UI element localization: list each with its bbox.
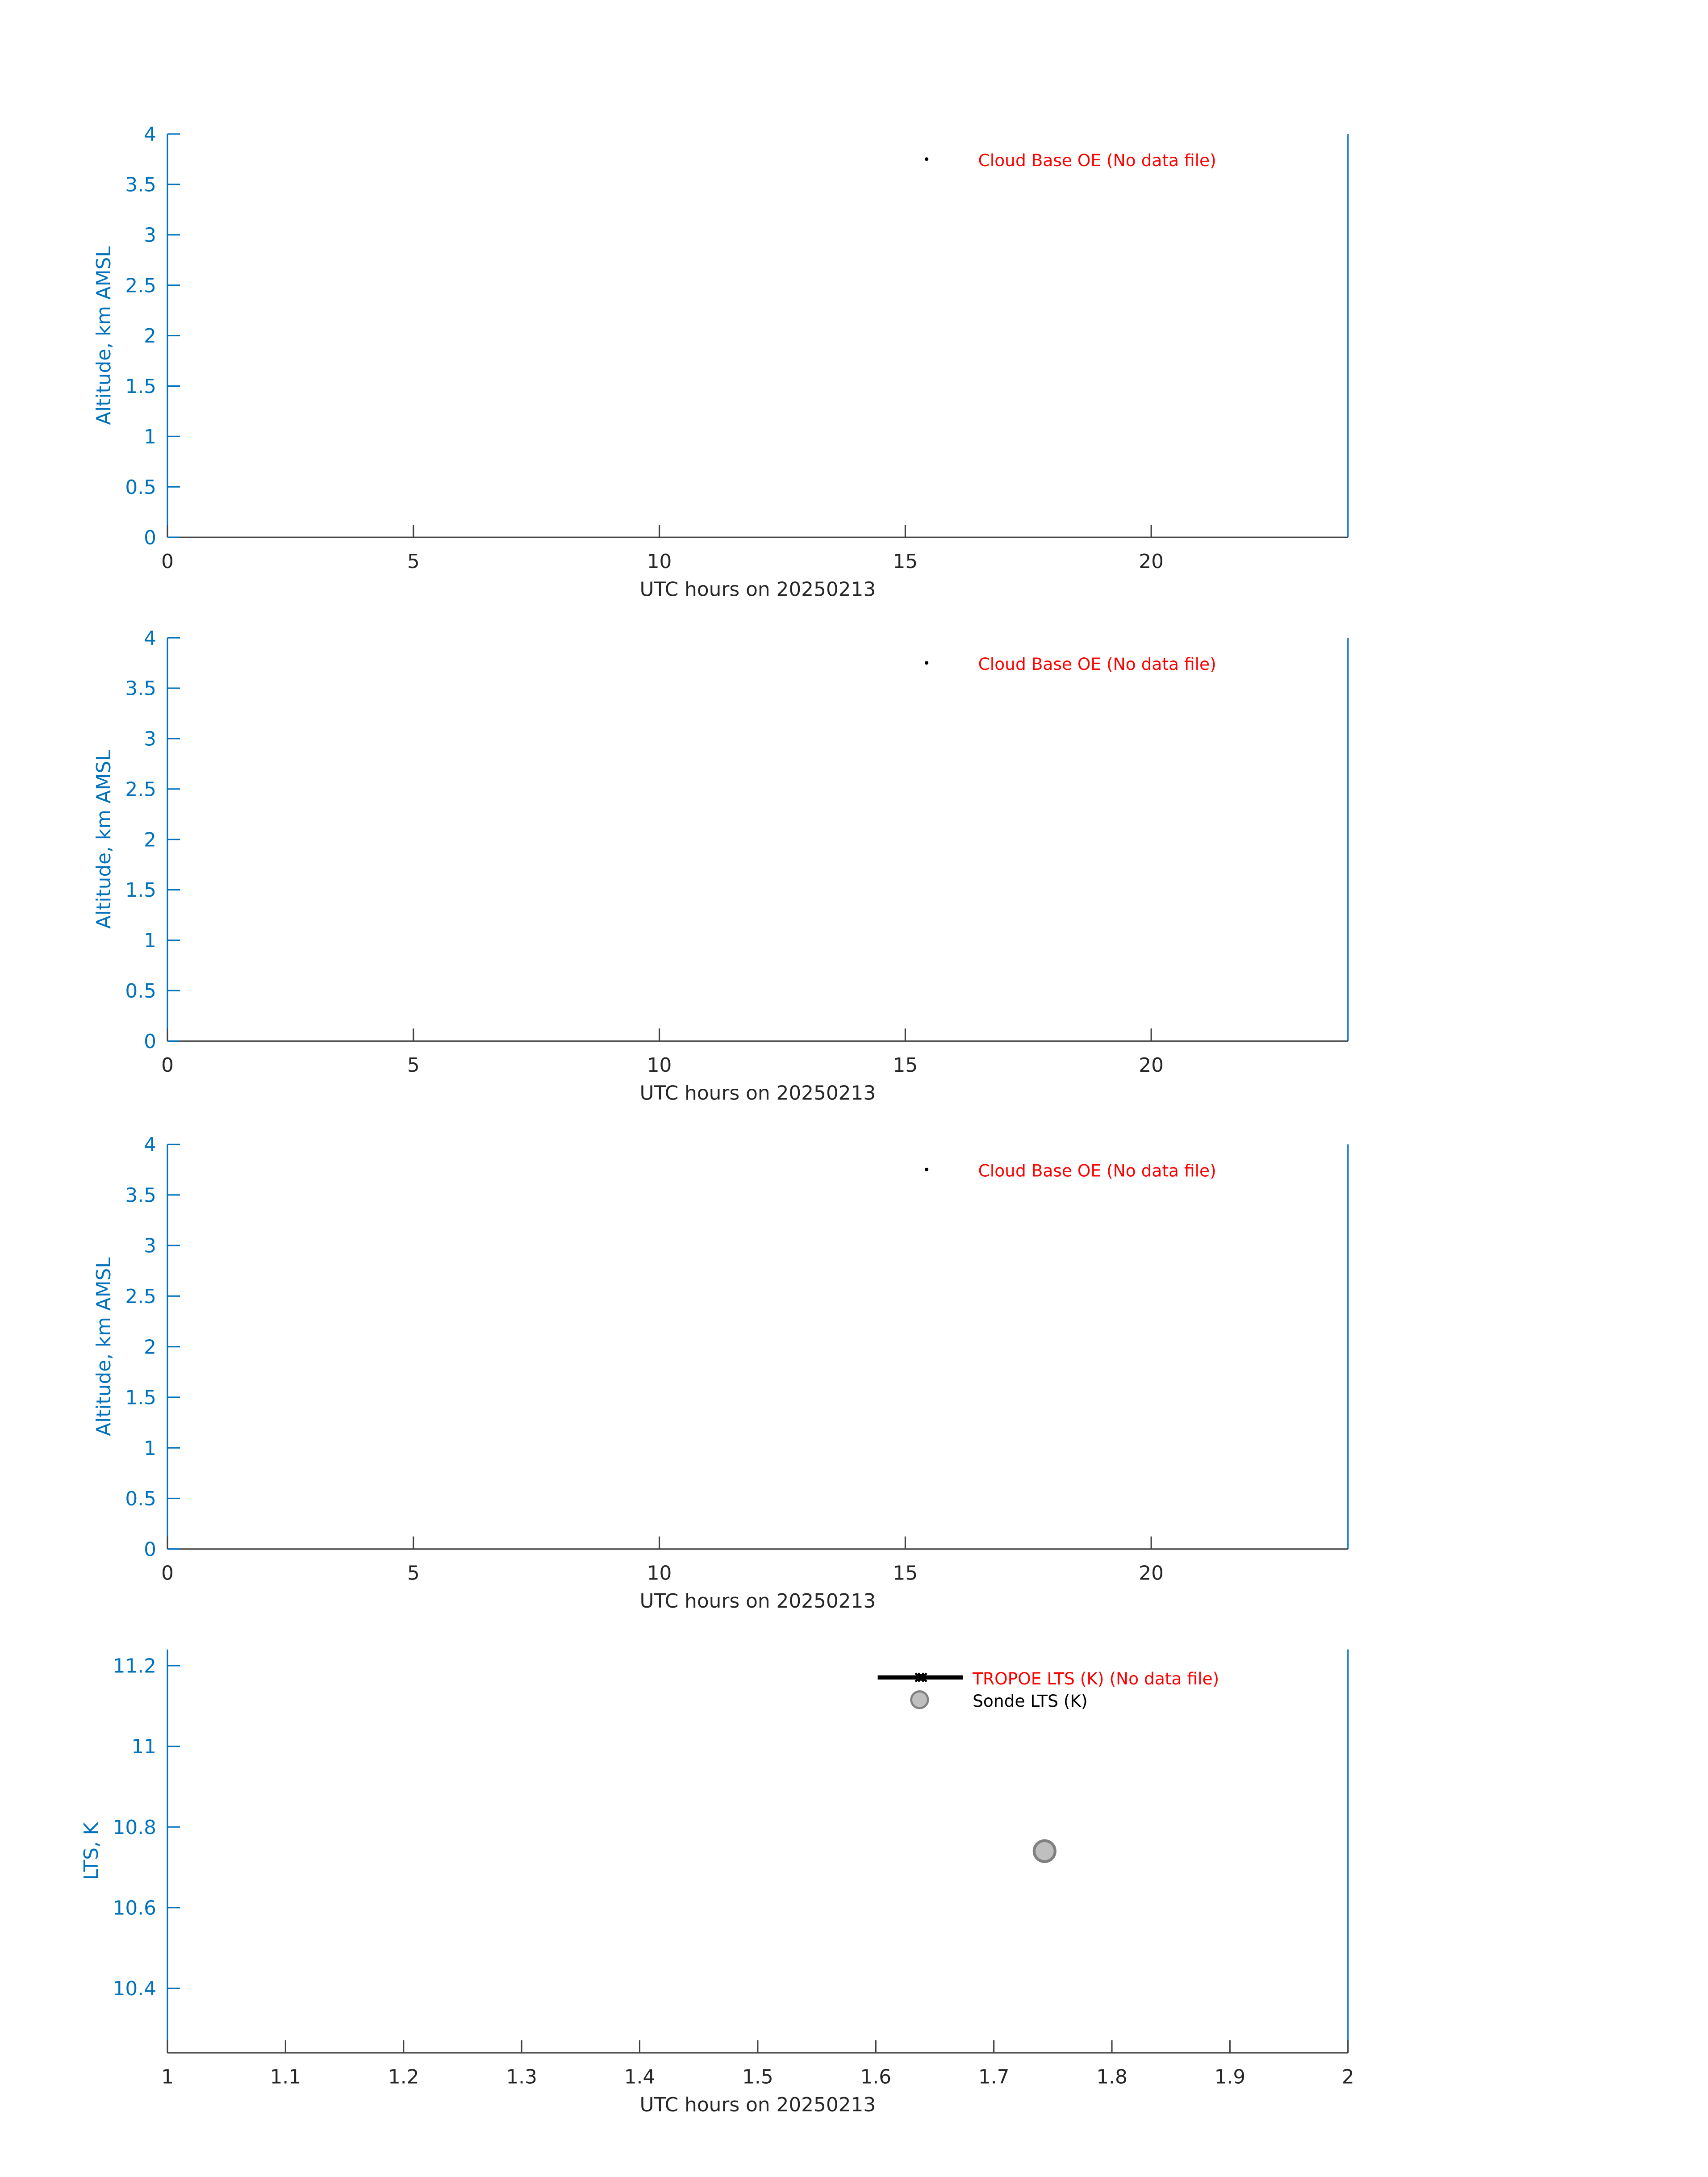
x-tick-label: 1.4 [624, 2066, 656, 2089]
chart-panel-1: 0 0.5 1 1.5 2 2.5 3 3.5 4 0 5 10 15 20 UTC hours on 20… [92, 123, 1349, 601]
chart-panel-4: 10.4 10.6 10.8 11 11.2 1 1.1 1.2 1.3 1.4 1.5 1.6 1.7… [80, 1649, 1354, 2116]
x-tick-label: 1.9 [1215, 2066, 1246, 2089]
y-tick-label: 0 [144, 526, 156, 549]
x-axis-label: UTC hours on 20250213 [640, 2093, 876, 2116]
y-tick-label: 2 [144, 828, 156, 851]
y-tick-label: 3.5 [125, 174, 156, 196]
x-tick-label: 20 [1139, 1562, 1164, 1584]
x-tick-label: 1.5 [742, 2066, 773, 2089]
y-tick-label: 10.6 [113, 1897, 156, 1919]
y-tick-label: 3 [144, 224, 156, 247]
x-tick-label: 5 [407, 1054, 420, 1077]
y-axis-label: LTS, K [80, 1822, 103, 1880]
chart-panel-3: 0 0.5 1 1.5 2 2.5 3 3.5 4 0 5 10 15 20 UTC hours on 20… [92, 1133, 1349, 1613]
y-tick-label: 1 [144, 426, 156, 448]
y-axis-label: Altitude, km AMSL [92, 1257, 115, 1436]
x-tick-label: 15 [893, 1562, 918, 1584]
legend-marker-dot [924, 1167, 929, 1171]
x-axis-label: UTC hours on 20250213 [640, 578, 876, 601]
y-tick-label: 11 [131, 1735, 156, 1758]
chart-panel-2: 0 0.5 1 1.5 2 2.5 3 3.5 4 0 5 10 15 20 UTC hours on 20… [92, 627, 1349, 1105]
x-tick-label: 1.3 [506, 2066, 537, 2089]
y-tick-label: 1.5 [125, 879, 156, 902]
y-tick-label: 1.5 [125, 375, 156, 398]
legend-label: Cloud Base OE (No data file) [978, 1161, 1216, 1180]
y-tick-label: 1 [144, 1437, 156, 1460]
sonde-lts-point [1032, 1839, 1057, 1863]
x-tick-label: 20 [1139, 550, 1164, 573]
legend-marker-circle [910, 1690, 929, 1709]
y-tick-label: 0.5 [125, 476, 156, 499]
legend-marker-dot [924, 661, 929, 665]
y-tick-label: 0.5 [125, 980, 156, 1003]
y-tick-label: 2.5 [125, 778, 156, 801]
x-tick-label: 1.7 [978, 2066, 1010, 2089]
x-tick-label: 2 [1342, 2066, 1354, 2089]
x-tick-label: 0 [161, 550, 174, 573]
x-tick-label: 1.1 [270, 2066, 301, 2089]
y-tick-label: 3 [144, 728, 156, 751]
legend-label: Cloud Base OE (No data file) [978, 654, 1216, 674]
y-tick-label: 2 [144, 1336, 156, 1358]
y-tick-label: 0.5 [125, 1488, 156, 1510]
y-tick-label: 2.5 [125, 274, 156, 297]
x-tick-label: 1 [161, 2066, 174, 2089]
x-tick-label: 0 [161, 1562, 174, 1584]
y-tick-label: 3 [144, 1235, 156, 1258]
x-tick-label: 15 [893, 1054, 918, 1077]
x-tick-label: 15 [893, 550, 918, 573]
legend-marker-x [915, 1672, 927, 1683]
x-tick-label: 5 [407, 1562, 420, 1584]
x-tick-label: 0 [161, 1054, 174, 1077]
y-tick-label: 4 [144, 123, 156, 146]
y-tick-label: 10.8 [113, 1816, 156, 1839]
x-tick-label: 1.8 [1096, 2066, 1128, 2089]
y-tick-label: 2 [144, 325, 156, 347]
x-axis-label: UTC hours on 20250213 [640, 1590, 876, 1613]
y-tick-label: 3.5 [125, 677, 156, 700]
y-tick-label: 4 [144, 627, 156, 650]
y-tick-label: 1 [144, 929, 156, 952]
y-tick-label: 11.2 [113, 1655, 156, 1678]
x-tick-label: 20 [1139, 1054, 1164, 1077]
legend-label: TROPOE LTS (K) (No data file) [972, 1669, 1219, 1688]
y-tick-label: 0 [144, 1538, 156, 1561]
x-axis-label: UTC hours on 20250213 [640, 1082, 876, 1105]
x-tick-label: 10 [647, 550, 672, 573]
y-tick-label: 4 [144, 1133, 156, 1156]
y-tick-label: 3.5 [125, 1184, 156, 1207]
x-tick-label: 10 [647, 1562, 672, 1584]
legend-label: Cloud Base OE (No data file) [978, 150, 1216, 170]
x-tick-label: 1.6 [860, 2066, 891, 2089]
y-tick-label: 0 [144, 1030, 156, 1053]
y-tick-label: 1.5 [125, 1387, 156, 1409]
x-tick-label: 5 [407, 550, 420, 573]
y-tick-label: 2.5 [125, 1285, 156, 1308]
y-tick-label: 10.4 [113, 1977, 156, 2000]
y-axis-label: Altitude, km AMSL [92, 750, 115, 929]
legend-label: Sonde LTS (K) [973, 1691, 1088, 1711]
x-tick-label: 1.2 [388, 2066, 419, 2089]
y-axis-label: Altitude, km AMSL [92, 246, 115, 425]
x-tick-label: 10 [647, 1054, 672, 1077]
legend-marker-dot [924, 157, 929, 161]
